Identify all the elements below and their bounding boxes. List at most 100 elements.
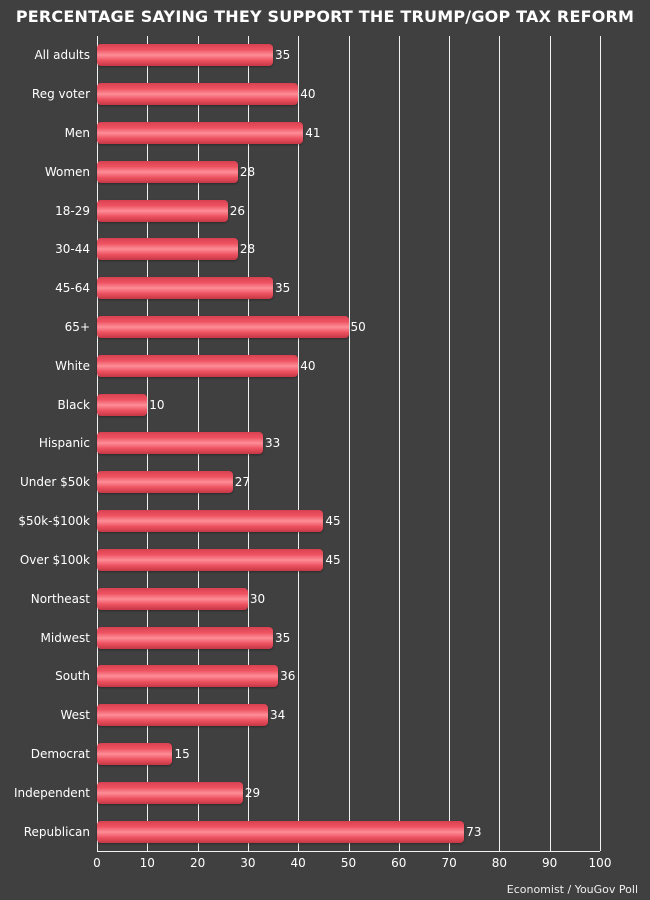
bar-row: Northeast 30 <box>31 579 600 618</box>
value-label: 45 <box>325 514 341 529</box>
x-tick-label: 70 <box>441 856 457 870</box>
bar <box>97 44 274 67</box>
category-label: Under $50k <box>20 475 90 490</box>
category-label: West <box>60 708 90 723</box>
bar <box>97 393 148 416</box>
bar <box>97 548 324 571</box>
bar <box>97 587 248 610</box>
bar-row: Republican 73 <box>24 812 600 851</box>
category-label: 30-44 <box>55 242 90 257</box>
value-label: 29 <box>244 785 261 800</box>
category-label: Over $100k <box>19 552 90 567</box>
gridline <box>398 36 400 851</box>
gridline <box>449 36 451 851</box>
bar-row: Independent 29 <box>14 773 600 812</box>
bar-row: 30-44 28 <box>55 230 600 269</box>
value-label: 45 <box>325 552 341 567</box>
bar-row: Under $50k 27 <box>20 463 600 502</box>
category-label: 65+ <box>64 320 90 335</box>
bar <box>97 432 263 455</box>
bar <box>97 665 279 688</box>
category-label: 45-64 <box>55 281 90 296</box>
bar <box>97 277 274 300</box>
category-label: $50k-$100k <box>18 514 90 529</box>
bar-row: South 36 <box>55 657 600 696</box>
value-label: 27 <box>234 475 251 490</box>
value-label: 35 <box>275 281 291 296</box>
value-label: 34 <box>270 708 286 723</box>
value-label: 40 <box>300 87 316 102</box>
x-tick-label: 60 <box>391 856 407 870</box>
bar-row: Women 28 <box>45 152 600 191</box>
value-label: 36 <box>280 669 296 684</box>
x-tick-label: 80 <box>491 856 508 870</box>
bar <box>97 626 274 649</box>
category-label: Northeast <box>30 591 90 606</box>
category-label: Black <box>57 397 90 412</box>
bar-row: 45-64 35 <box>55 269 600 308</box>
bar <box>97 238 238 261</box>
value-label: 28 <box>239 242 256 257</box>
bar <box>97 781 243 804</box>
x-tick-label: 20 <box>189 856 206 870</box>
x-tick-label: 90 <box>542 856 558 870</box>
bar <box>97 83 299 106</box>
gridline <box>348 36 350 851</box>
bar <box>97 199 228 222</box>
bar-row: Reg voter 40 <box>32 75 600 114</box>
bar <box>97 704 269 727</box>
category-label: Hispanic <box>38 436 90 451</box>
bar-row: Midwest 35 <box>41 618 600 657</box>
category-label: White <box>55 358 90 373</box>
bar-row: West 34 <box>60 696 600 735</box>
value-label: 26 <box>229 203 246 218</box>
bar <box>97 160 238 183</box>
bar-row: Democrat 15 <box>31 735 600 774</box>
plot-area: All adults 35 Reg voter 40 Men 41 Women 28 18-29… <box>14 36 601 852</box>
gridline <box>600 36 601 851</box>
x-tick-label: 50 <box>340 856 357 870</box>
value-label: 15 <box>174 746 190 761</box>
x-tick-label: 10 <box>139 856 155 870</box>
bar <box>97 820 465 843</box>
gridline <box>298 36 300 851</box>
value-label: 40 <box>300 358 316 373</box>
bar-row: 65+ 50 <box>65 308 600 347</box>
category-label: Women <box>44 164 90 179</box>
value-label: 73 <box>466 824 482 839</box>
bar-row: Men 41 <box>65 114 600 153</box>
source-credit: Economist / YouGov Poll <box>506 883 638 896</box>
x-tick-label: 100 <box>588 856 612 870</box>
value-label: 35 <box>275 48 291 63</box>
category-label: South <box>55 669 90 684</box>
bar-row: Over $100k 45 <box>20 541 600 580</box>
bar <box>97 354 299 377</box>
value-label: 41 <box>305 126 321 140</box>
bar <box>97 510 324 533</box>
bar <box>97 122 304 144</box>
category-label: Men <box>64 126 90 140</box>
category-label: All adults <box>34 48 90 63</box>
bar <box>97 316 349 339</box>
bar <box>97 742 173 765</box>
category-label: 18-29 <box>55 203 90 218</box>
value-label: 50 <box>350 320 366 335</box>
value-label: 30 <box>249 591 266 606</box>
bar-row: White 40 <box>55 346 600 385</box>
x-axis: 0 10 20 30 40 50 60 70 80 90 100 <box>93 856 611 874</box>
value-label: 33 <box>264 436 281 451</box>
category-label: Independent <box>13 785 90 800</box>
category-label: Republican <box>23 824 90 839</box>
category-label: Midwest <box>40 630 90 645</box>
value-label: 28 <box>239 164 256 179</box>
gridline <box>499 36 501 851</box>
x-tick-label: 40 <box>290 856 306 870</box>
bar-row: Black 10 <box>58 385 600 424</box>
value-label: 10 <box>149 397 165 412</box>
value-label: 35 <box>275 630 291 645</box>
gridline <box>549 36 551 851</box>
bar-row: 18-29 26 <box>55 191 600 230</box>
bar <box>97 471 233 494</box>
bar-row: $50k-$100k 45 <box>18 502 600 541</box>
